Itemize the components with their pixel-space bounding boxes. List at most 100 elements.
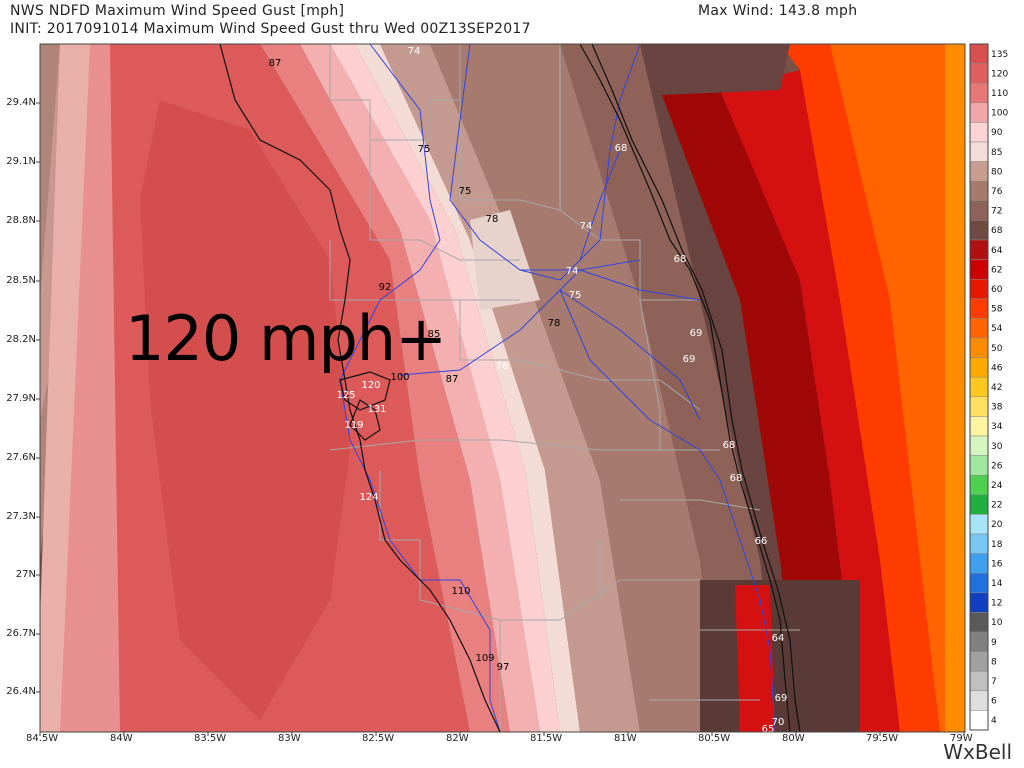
map-value-label: 68 [615, 143, 628, 154]
wind-annotation: 120 mph+ [125, 302, 447, 375]
legend-label: 54 [991, 324, 1003, 334]
map-value-label: 97 [497, 662, 510, 673]
map-value-label: 131 [367, 404, 386, 415]
legend-swatch [969, 514, 989, 535]
lon-label: 79.5W [866, 733, 899, 744]
lat-label: 27N [15, 569, 36, 580]
map-value-label: 68 [723, 440, 736, 451]
map-value-label: 76 [496, 361, 509, 372]
legend-label: 72 [991, 207, 1002, 217]
lat-label: 29.4N [6, 97, 36, 108]
legend-label: 85 [991, 148, 1002, 158]
legend-frame [969, 43, 989, 731]
legend-swatch [969, 494, 989, 515]
legend-label: 76 [991, 187, 1003, 197]
map-value-label: 87 [446, 374, 459, 385]
map-frame [39, 43, 966, 733]
lat-label: 27.3N [6, 511, 36, 522]
lat-label: 27.6N [6, 452, 36, 463]
legend-swatch [969, 553, 989, 574]
legend-swatch [969, 612, 989, 633]
map-value-label: 110 [451, 586, 470, 597]
legend-label: 20 [991, 520, 1003, 530]
legend-swatch [969, 572, 989, 594]
legend-label: 50 [991, 344, 1003, 354]
map-value-label: 68 [674, 254, 687, 265]
lon-label: 80W [782, 733, 805, 744]
map-value-label: 69 [690, 328, 703, 339]
legend-label: 8 [991, 657, 997, 667]
legend-label: 10 [991, 618, 1003, 628]
init-line: INIT: 2017091014 Maximum Wind Speed Gust… [10, 21, 531, 37]
lat-label: 28.5N [6, 275, 36, 286]
legend-label: 42 [991, 383, 1002, 393]
lon-label: 81W [614, 733, 637, 744]
legend-label: 30 [991, 442, 1003, 452]
legend-label: 6 [991, 697, 997, 707]
brand-logo: WxBell [943, 740, 1012, 764]
legend-swatch [969, 102, 989, 123]
legend-label: 64 [991, 246, 1003, 256]
map-value-labels: 87 74 75 75 78 68 74 68 74 75 92 78 85 69 69 76 100 87 120… [269, 46, 788, 735]
lon-label: 84.5W [26, 733, 59, 744]
legend-swatch [969, 631, 989, 652]
map-value-label: 92 [379, 282, 392, 293]
lat-label: 27.9N [6, 393, 36, 404]
map-value-label: 119 [344, 420, 363, 431]
legend-swatch [969, 63, 989, 84]
legend-label: 68 [991, 226, 1003, 236]
county-lines [329, 44, 800, 732]
legend-label: 4 [991, 716, 997, 726]
map-value-label: 125 [336, 390, 355, 401]
legend-swatch [969, 220, 989, 241]
map-value-label: 75 [418, 144, 431, 155]
legend-swatch [969, 337, 989, 358]
legend-label: 18 [991, 540, 1003, 550]
legend-swatch [969, 455, 989, 476]
axis-ticks [36, 102, 965, 736]
legend-label: 26 [991, 461, 1003, 471]
lat-label: 28.8N [6, 215, 36, 226]
map-value-label: 64 [772, 633, 785, 644]
legend-swatch [969, 690, 989, 711]
legend-swatch [969, 396, 989, 417]
lon-label: 82W [446, 733, 469, 744]
map-value-label: 68 [730, 473, 743, 484]
lon-label: 80.5W [698, 733, 731, 744]
legend-swatch [969, 298, 989, 319]
legend-swatch [969, 259, 989, 280]
legend-label: 100 [991, 109, 1008, 119]
legend-label: 16 [991, 559, 1003, 569]
map-value-label: 87 [269, 58, 282, 69]
legend-swatch [969, 474, 989, 496]
map-value-label: 74 [566, 266, 579, 277]
legend-label: 7 [991, 677, 997, 687]
legend-swatch [969, 43, 989, 64]
lat-label: 26.7N [6, 628, 36, 639]
map-value-label: 69 [683, 354, 696, 365]
legend-label: 135 [991, 50, 1008, 60]
map-value-label: 74 [580, 221, 593, 232]
legend-label: 12 [991, 599, 1002, 609]
legend-swatch [969, 161, 989, 182]
legend-label: 34 [991, 422, 1003, 432]
lon-label: 84W [110, 733, 133, 744]
legend-label: 80 [991, 167, 1003, 177]
legend-label: 110 [991, 89, 1008, 99]
roads [339, 43, 776, 733]
legend-swatch [969, 278, 989, 300]
legend-label: 9 [991, 638, 997, 648]
legend-swatch [969, 376, 989, 398]
legend-label: 24 [991, 481, 1003, 491]
legend-label: 90 [991, 128, 1003, 138]
map-value-label: 78 [548, 318, 561, 329]
legend-swatch [969, 82, 989, 104]
legend-swatch [969, 435, 989, 456]
map-value-label: 109 [475, 653, 494, 664]
map-value-label: 74 [408, 46, 421, 57]
legend-swatch [969, 180, 989, 202]
map-value-label: 85 [428, 329, 441, 340]
map-value-label: 69 [775, 693, 788, 704]
wind-field [40, 44, 965, 732]
